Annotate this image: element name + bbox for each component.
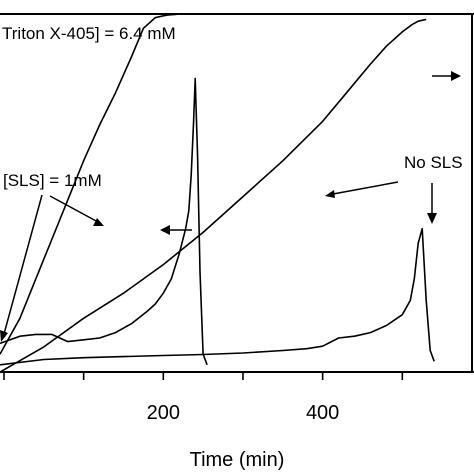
conversion-axis-arrow-right-head — [451, 71, 461, 81]
annotation-no-sls: No SLS — [404, 153, 463, 172]
nosls-pointer-down-head — [427, 213, 437, 224]
series-conv-sls — [0, 13, 186, 355]
x-tick-labels: 200 400 — [147, 402, 340, 424]
sls-pointer-left — [3, 194, 43, 335]
nosls-pointer-left — [332, 181, 399, 195]
sls-pointer-left-head — [0, 330, 8, 342]
series-rate-sls — [0, 77, 208, 366]
series-curves — [0, 13, 435, 373]
series-conv-nosls — [0, 18, 427, 373]
x-tick-label-200: 200 — [147, 402, 180, 424]
series-rate-nosls — [0, 228, 435, 366]
x-ticks — [3, 372, 404, 380]
annotation-triton: Triton X-405] = 6.4 mM — [2, 24, 176, 43]
rate-axis-arrow-left-head — [160, 225, 170, 235]
x-tick-label-400: 400 — [306, 402, 339, 424]
sls-pointer-right-head — [93, 218, 104, 226]
annotation-sls-1mm: [SLS] = 1mM — [3, 171, 102, 190]
x-axis-label: Time (min) — [190, 449, 285, 471]
nosls-pointer-left-head — [325, 190, 335, 198]
sls-pointer-right — [49, 195, 99, 223]
